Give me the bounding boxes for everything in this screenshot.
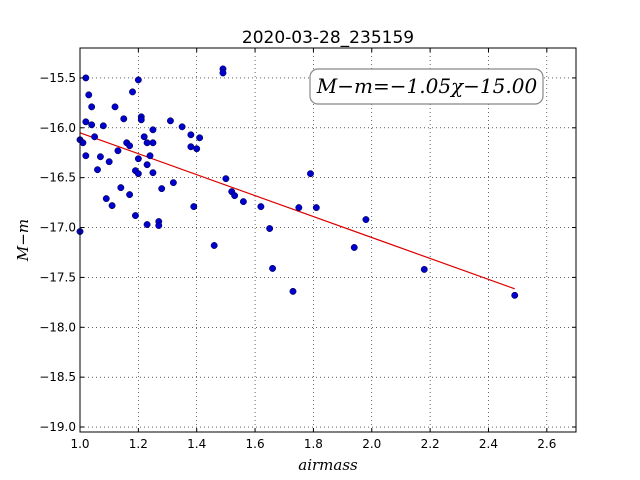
data-points (76, 65, 519, 299)
plot-area (80, 48, 576, 432)
data-point (137, 116, 145, 124)
data-point (94, 166, 101, 174)
data-point (88, 121, 96, 129)
data-point (266, 225, 274, 232)
data-point (117, 184, 125, 192)
data-point (79, 139, 87, 147)
y-axis-label: M−m (14, 219, 32, 262)
x-axis-label: airmass (298, 456, 358, 474)
data-point (269, 264, 277, 272)
data-point (120, 115, 128, 123)
data-point (129, 88, 136, 96)
x-tick-label: 2.2 (421, 437, 440, 451)
data-point (155, 222, 163, 229)
data-point (131, 212, 139, 220)
data-point (143, 139, 151, 147)
data-point (350, 244, 358, 251)
data-point (126, 191, 134, 199)
data-point (295, 204, 303, 212)
data-point (190, 203, 198, 211)
data-point (362, 216, 370, 224)
data-point (231, 192, 239, 200)
data-point (187, 143, 195, 151)
data-point (143, 161, 151, 169)
equation-box-border (309, 68, 544, 105)
x-tick-label: 2.4 (479, 437, 498, 451)
x-tick-label: 1.4 (187, 437, 206, 451)
data-point (149, 139, 157, 147)
y-tick-label: −18.5 (39, 370, 76, 384)
x-tick-label: 1.6 (246, 437, 265, 451)
data-point (166, 117, 174, 125)
data-point (108, 202, 116, 210)
y-tick-label: −16.0 (39, 121, 76, 135)
data-point (149, 169, 157, 177)
x-axis-ticks: 1.0 1.2 1.4 1.6 1.8 2.0 2.2 2.4 2.6 (70, 48, 556, 451)
data-point (99, 122, 107, 130)
equation-box: M−m=−1.05χ−15.00 (309, 68, 544, 105)
data-point (85, 91, 93, 99)
y-tick-label: −17.0 (39, 221, 76, 235)
data-point (88, 103, 96, 111)
y-tick-label: −16.5 (39, 171, 76, 185)
data-point (511, 291, 519, 299)
x-tick-label: 2.6 (537, 437, 556, 451)
data-point (102, 195, 110, 203)
data-point (82, 152, 90, 160)
data-point (158, 185, 166, 193)
data-point (140, 133, 148, 141)
equation-text: M−m=−1.05χ−15.00 (316, 74, 538, 98)
data-point (91, 133, 99, 141)
y-tick-label: −19.0 (39, 420, 76, 434)
x-tick-label: 1.0 (70, 437, 89, 451)
data-point (420, 265, 428, 273)
data-point (146, 152, 154, 160)
x-tick-label: 1.8 (304, 437, 323, 451)
data-point (134, 76, 142, 84)
data-point (219, 69, 227, 77)
y-axis-ticks: −15.5 −16.0 −16.5 −17.0 −17.5 −18.0 −18.5 −19.0 (39, 71, 576, 434)
data-point (143, 221, 151, 228)
data-point (134, 170, 142, 178)
data-point (114, 147, 122, 155)
data-point (196, 134, 204, 142)
data-point (193, 145, 201, 153)
data-point (289, 287, 297, 295)
data-point (307, 170, 314, 178)
data-point (105, 158, 113, 166)
y-tick-label: −15.5 (39, 71, 76, 85)
data-point (126, 142, 134, 150)
data-point (210, 242, 218, 249)
grid-lines (80, 48, 576, 432)
data-point (312, 204, 320, 212)
y-tick-label: −17.5 (39, 270, 76, 284)
data-point (149, 126, 157, 134)
data-point (222, 175, 230, 183)
fit-line (79, 132, 515, 290)
x-tick-label: 1.2 (129, 437, 148, 451)
data-point (178, 123, 186, 131)
x-tick-label: 2.0 (362, 437, 381, 451)
chart-title: 2020-03-28_235159 (242, 28, 414, 48)
data-point (96, 153, 104, 161)
y-tick-label: −18.0 (39, 320, 76, 334)
data-point (169, 179, 177, 187)
plot-frame (79, 47, 577, 433)
data-point (239, 198, 247, 206)
data-point (257, 203, 265, 211)
data-point (134, 155, 142, 163)
data-point (187, 131, 195, 139)
fit-line-group (79, 132, 515, 290)
data-point (82, 118, 90, 126)
data-point (111, 103, 119, 111)
